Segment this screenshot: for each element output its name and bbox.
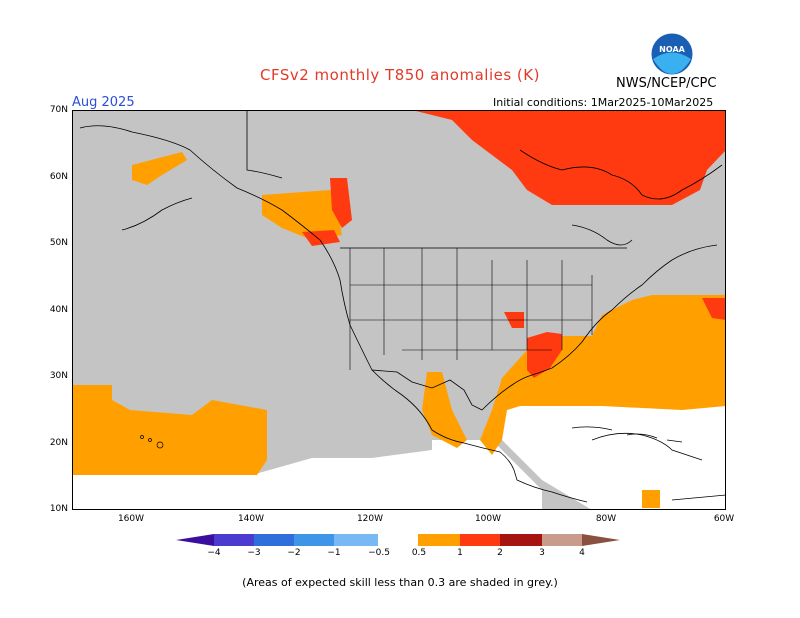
lat-label: 50N bbox=[49, 238, 68, 248]
lon-label: 80W bbox=[595, 514, 617, 524]
legend-tick: −1 bbox=[327, 548, 341, 558]
neutral-region bbox=[432, 440, 542, 510]
initial-conditions: Initial conditions: 1Mar2025-10Mar2025 bbox=[493, 96, 714, 109]
lat-label: 40N bbox=[49, 305, 68, 315]
lon-label: 60W bbox=[713, 514, 735, 524]
caribbean-islands bbox=[140, 426, 683, 449]
legend-swatch bbox=[378, 534, 418, 546]
strong-warm-region bbox=[702, 298, 726, 320]
legend-tick: 0.5 bbox=[411, 548, 427, 558]
neutral-region bbox=[502, 406, 726, 510]
state-borders bbox=[349, 248, 593, 370]
warm-anomaly-region bbox=[422, 372, 467, 448]
svg-text:NOAA: NOAA bbox=[659, 45, 685, 54]
legend-swatch bbox=[582, 534, 620, 546]
strong-warm-region bbox=[412, 110, 726, 205]
legend-swatch bbox=[254, 534, 294, 546]
legend-tick: 1 bbox=[457, 548, 463, 558]
lon-label: 120W bbox=[356, 514, 384, 524]
skill-note: (Areas of expected skill less than 0.3 a… bbox=[242, 576, 558, 589]
chart-title: CFSv2 monthly T850 anomalies (K) bbox=[260, 66, 540, 84]
legend-tick: 2 bbox=[497, 548, 503, 558]
lat-label: 60N bbox=[49, 172, 68, 182]
warm-anomaly-region bbox=[132, 152, 187, 185]
neutral-region bbox=[72, 450, 432, 510]
warm-anomaly-region bbox=[262, 190, 342, 240]
legend-tick: −3 bbox=[247, 548, 261, 558]
valid-month: Aug 2025 bbox=[72, 95, 135, 110]
legend-colorbar bbox=[176, 534, 620, 546]
warm-anomaly-region bbox=[480, 295, 726, 455]
agency-label: NWS/NCEP/CPC bbox=[616, 76, 717, 91]
warm-anomaly-region bbox=[642, 490, 660, 508]
legend-tick: −0.5 bbox=[368, 548, 390, 558]
legend-swatch bbox=[418, 534, 460, 546]
strong-warm-region bbox=[527, 332, 562, 378]
legend-swatch bbox=[294, 534, 334, 546]
legend-swatch bbox=[460, 534, 500, 546]
legend-tick: −2 bbox=[287, 548, 301, 558]
anomaly-map bbox=[72, 110, 726, 510]
coastlines bbox=[79, 110, 726, 503]
legend-swatch bbox=[176, 534, 214, 546]
strong-warm-region bbox=[302, 230, 340, 246]
lat-label: 20N bbox=[49, 438, 68, 448]
lat-label: 30N bbox=[49, 371, 68, 381]
legend-tick: 3 bbox=[539, 548, 545, 558]
legend-swatch bbox=[334, 534, 378, 546]
warm-anomaly-region bbox=[72, 385, 267, 475]
lon-label: 100W bbox=[474, 514, 502, 524]
lon-label: 160W bbox=[117, 514, 145, 524]
legend-tick: 4 bbox=[579, 548, 585, 558]
lon-label: 140W bbox=[237, 514, 265, 524]
lat-label: 70N bbox=[49, 105, 68, 115]
legend-tick: −4 bbox=[207, 548, 221, 558]
noaa-logo: NOAA bbox=[650, 32, 694, 76]
lat-label: 10N bbox=[49, 504, 68, 514]
legend-swatch bbox=[214, 534, 254, 546]
legend-swatch bbox=[500, 534, 542, 546]
strong-warm-region bbox=[330, 178, 352, 228]
map-frame bbox=[72, 110, 726, 510]
legend-swatch bbox=[542, 534, 582, 546]
